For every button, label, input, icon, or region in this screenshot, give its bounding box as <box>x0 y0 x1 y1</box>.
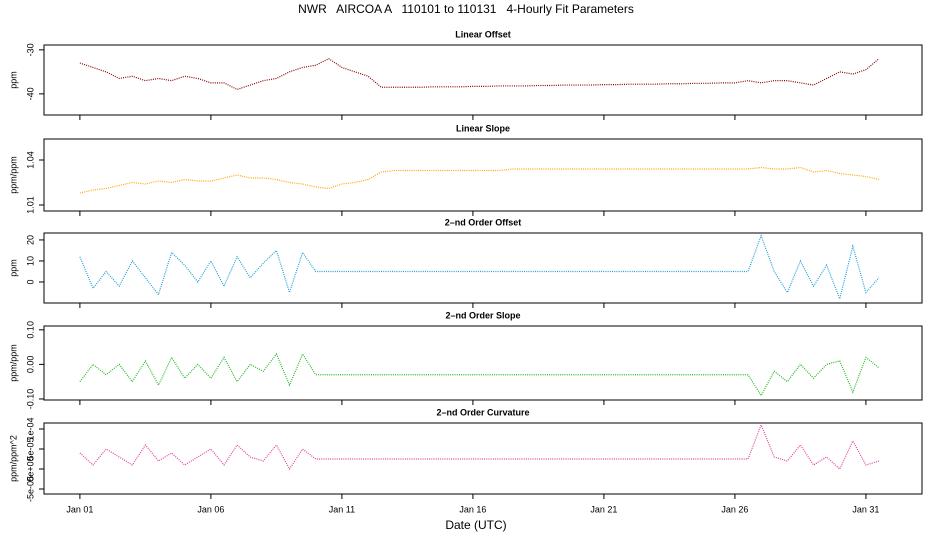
y-tick-label: 0.00 <box>25 356 35 374</box>
y-axis-label: ppm/ppm <box>8 156 18 194</box>
panel-frame <box>43 422 923 495</box>
y-tick-label: -5e-05 <box>25 476 35 502</box>
y-tick-label: -30 <box>25 43 35 56</box>
y-tick-label: -40 <box>25 87 35 100</box>
x-tick-label: Jan 26 <box>721 504 748 514</box>
x-tick-label: Jan 11 <box>329 504 355 514</box>
y-tick-label: -0.10 <box>25 389 35 410</box>
data-line <box>79 57 880 91</box>
data-line <box>79 352 880 397</box>
y-tick-label: 5e-05 <box>25 437 35 460</box>
panel-title: 2–nd Order Offset <box>445 217 522 227</box>
panel-title: Linear Slope <box>456 123 510 133</box>
data-line <box>79 423 880 471</box>
y-axis-label: ppm/ppm <box>8 344 18 382</box>
y-tick-label: 1e-04 <box>25 417 35 440</box>
panel-frame <box>43 325 923 401</box>
y-axis-label: ppm/ppm^2 <box>8 435 18 482</box>
chart-title: NWR AIRCOA A 110101 to 110131 4-Hourly F… <box>298 2 634 16</box>
x-tick-label: Jan 21 <box>590 504 617 514</box>
panel-frame <box>43 138 923 212</box>
panel-title: 2–nd Order Slope <box>445 310 520 320</box>
panel-title: Linear Offset <box>455 29 511 39</box>
data-line <box>79 166 880 194</box>
panel-frame <box>43 44 923 116</box>
x-tick-label: Jan 01 <box>66 504 93 514</box>
y-tick-label: 20 <box>25 235 35 245</box>
y-tick-label: 1.04 <box>25 151 35 169</box>
y-tick-label: 1.01 <box>25 196 35 214</box>
y-axis-label: ppm <box>8 71 18 89</box>
y-tick-label: 0.10 <box>25 321 35 339</box>
y-tick-label: 0e+00 <box>25 456 35 481</box>
y-tick-label: 0 <box>25 279 35 284</box>
panel-title: 2–nd Order Curvature <box>436 407 529 417</box>
x-tick-label: Jan 16 <box>459 504 486 514</box>
x-tick-label: Jan 31 <box>852 504 879 514</box>
x-tick-label: Jan 06 <box>197 504 224 514</box>
y-tick-label: 10 <box>25 256 35 266</box>
y-axis-label: ppm <box>8 259 18 277</box>
x-axis-label: Date (UTC) <box>445 518 506 532</box>
data-line <box>79 233 880 301</box>
panel-frame <box>43 232 923 304</box>
